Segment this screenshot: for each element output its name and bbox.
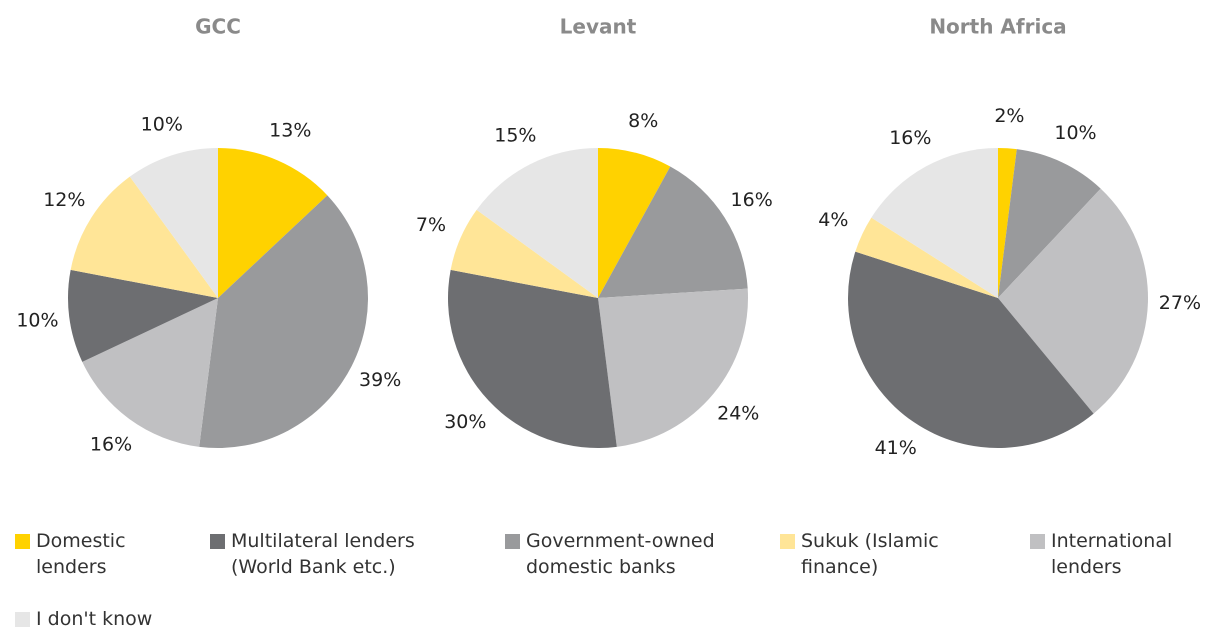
slice-label: 41% (875, 437, 917, 459)
slice-label: 15% (494, 124, 536, 146)
slice-label: 4% (818, 209, 848, 231)
pie-slice (447, 269, 617, 448)
pie-slice (70, 176, 218, 298)
slice-label: 24% (717, 403, 759, 425)
slice-label: 16% (731, 189, 773, 211)
slice-label: 2% (994, 105, 1024, 127)
slice-label: 7% (416, 214, 446, 236)
legend-swatch (780, 534, 795, 549)
pie-slice (598, 288, 748, 447)
legend-item: Domestic lenders (15, 528, 145, 580)
chart-title: Levant (560, 15, 637, 39)
legend-swatch (1030, 534, 1045, 549)
slice-label: 10% (1054, 122, 1096, 144)
pie-slice (998, 148, 1017, 298)
legend-swatch (505, 534, 520, 549)
legend-label: Domestic lenders (36, 530, 126, 578)
pie-slice (129, 148, 218, 298)
pie-slice (855, 217, 998, 298)
pie-slice (199, 195, 368, 448)
slice-label: 30% (444, 411, 486, 433)
pie-slice (848, 251, 1094, 448)
pie-slice (598, 166, 748, 298)
slice-label: 39% (359, 369, 401, 391)
pie-slice (598, 148, 671, 298)
legend-label: I don't know (36, 608, 153, 630)
legend-label: Multilateral lenders (World Bank etc.) (231, 530, 415, 578)
legend-label: International lenders (1051, 530, 1173, 578)
pie-slice (476, 148, 598, 298)
pie-slice (871, 148, 998, 298)
legend-swatch (210, 534, 225, 549)
slice-label: 13% (269, 119, 311, 141)
pie-slice (218, 148, 328, 298)
slice-label: 10% (16, 309, 58, 331)
pie-slice (998, 188, 1148, 414)
legend-item: Multilateral lenders (World Bank etc.) (210, 528, 420, 580)
slice-label: 27% (1159, 292, 1201, 314)
slice-label: 16% (90, 434, 132, 456)
pie-slice (82, 298, 218, 447)
legend-swatch (15, 534, 30, 549)
legend-label: Government-owned domestic banks (526, 530, 715, 578)
pie-slice (998, 149, 1101, 298)
charts: GCC 13% 39% 16% 10% 12% 10% Levant 8% 16% 24% 30% 7%… (16, 15, 1201, 460)
legend-item: Government-owned domestic banks (505, 528, 735, 580)
pie-slice (450, 209, 598, 298)
pie-slice (68, 269, 218, 362)
legend-swatch (15, 612, 30, 627)
legend-label: Sukuk (Islamic finance) (801, 530, 939, 578)
chart-title: GCC (195, 15, 241, 39)
slice-label: 16% (889, 127, 931, 149)
legend-item: Sukuk (Islamic finance) (780, 528, 980, 580)
slice-label: 10% (141, 113, 183, 135)
slice-label: 8% (628, 110, 658, 132)
legend-item: I don't know (15, 606, 215, 632)
slice-label: 12% (43, 189, 85, 211)
legend-item: International lenders (1030, 528, 1180, 580)
chart-title: North Africa (929, 15, 1066, 39)
